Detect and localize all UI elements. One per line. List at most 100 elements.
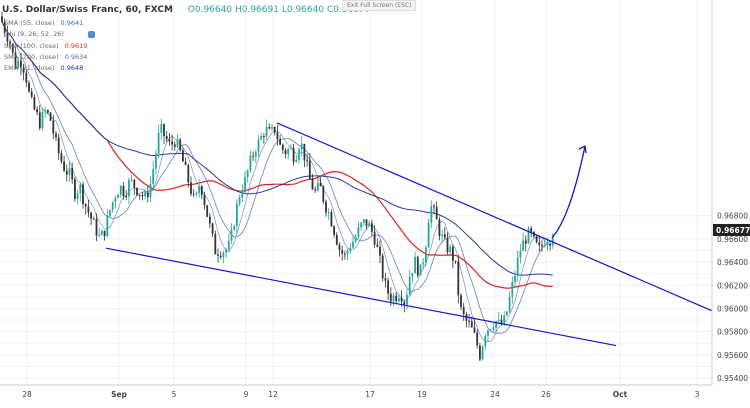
x-tick-label: 17 xyxy=(365,390,375,399)
candle-body xyxy=(549,243,551,246)
candle-body xyxy=(395,295,398,302)
y-axis[interactable]: 0.96800 0.96600 0.96400 0.96200 0.96000 0.958… xyxy=(717,212,748,383)
candle-body xyxy=(346,250,349,254)
candle-body xyxy=(462,307,465,315)
candle-body xyxy=(506,311,508,316)
x-axis[interactable]: 28 Sep 5 9 12 17 19 24 26 Oct 3 xyxy=(22,390,699,399)
ema-line xyxy=(1,21,553,343)
candle-body xyxy=(425,247,427,263)
candle-body xyxy=(460,295,462,308)
candle-body xyxy=(527,228,530,244)
candle-body xyxy=(381,255,384,279)
candle-body xyxy=(435,207,438,220)
projection-arrow xyxy=(551,145,586,239)
x-tick-label: 24 xyxy=(490,390,500,399)
price-badge-label: 0.96677 xyxy=(716,226,750,235)
candle-body xyxy=(138,194,141,196)
candle-body xyxy=(1,16,3,22)
last-price-badge: 0.96677 xyxy=(713,223,750,236)
candle-body xyxy=(233,226,236,230)
candle-body xyxy=(538,242,541,245)
candle-body xyxy=(373,231,376,245)
candle-body xyxy=(117,194,119,198)
candle-body xyxy=(522,240,524,251)
candle-body xyxy=(406,294,408,305)
candle-body xyxy=(511,282,514,297)
trendline-upper xyxy=(276,122,713,312)
candle-body xyxy=(281,144,284,150)
indicator-name: EMA (21, close) xyxy=(4,64,55,72)
candle-body xyxy=(524,240,527,244)
candle-body xyxy=(25,72,28,83)
candlesticks xyxy=(1,11,554,362)
candle-body xyxy=(119,185,122,195)
indicator-ema21[interactable]: EMA (21, close) 0.9648 xyxy=(4,64,83,72)
candle-body xyxy=(103,230,106,237)
candle-body xyxy=(30,91,33,97)
candle-body xyxy=(98,234,101,236)
x-tick-label: 26 xyxy=(541,390,551,399)
candle-body xyxy=(438,219,441,237)
candle-body xyxy=(541,244,543,247)
candle-body xyxy=(330,212,333,227)
candle-body xyxy=(95,218,98,236)
settings-icon[interactable] xyxy=(88,31,95,38)
candle-body xyxy=(457,261,460,296)
indicator-name: SMA (200, close) xyxy=(4,53,59,61)
x-tick-label: 28 xyxy=(22,390,32,399)
candle-body xyxy=(333,226,335,235)
candle-body xyxy=(90,212,92,219)
candle-body xyxy=(290,147,292,149)
candle-body xyxy=(190,182,192,194)
candle-body xyxy=(71,168,74,180)
candle-body xyxy=(411,273,414,277)
indicator-ichimoku[interactable]: Ichi (9, 26, 52, 26) xyxy=(4,30,64,38)
candle-body xyxy=(422,262,425,265)
candle-body xyxy=(173,144,176,147)
sma55-line xyxy=(1,21,553,334)
trendlines xyxy=(105,122,713,347)
x-tick-label: 5 xyxy=(172,390,177,399)
candle-body xyxy=(433,206,435,208)
candle-body xyxy=(6,32,9,42)
exit-fullscreen-button[interactable]: Exit Full Screen (ESC) xyxy=(342,0,417,11)
candle-body xyxy=(82,184,84,204)
candle-body xyxy=(398,298,400,302)
candle-body xyxy=(92,218,95,220)
candle-body xyxy=(362,219,365,223)
candle-body xyxy=(182,150,184,162)
candle-body xyxy=(376,244,379,247)
candle-body xyxy=(311,179,314,190)
candle-body xyxy=(38,112,41,129)
indicator-sma200[interactable]: SMA (200, close) 0.9634 xyxy=(4,53,87,61)
candle-body xyxy=(63,161,65,171)
candle-body xyxy=(503,315,506,325)
candle-body xyxy=(314,189,317,191)
candle-body xyxy=(106,215,109,237)
candle-body xyxy=(57,137,60,154)
candle-body xyxy=(125,196,128,198)
indicator-sma100[interactable]: SMA (100, close) 0.9619 xyxy=(4,42,87,50)
candle-body xyxy=(79,184,82,194)
candle-body xyxy=(133,179,136,188)
candle-body xyxy=(263,136,265,138)
candle-body xyxy=(217,254,219,256)
indicator-sma55[interactable]: SMA (55, close) 0.9641 xyxy=(4,19,83,27)
candle-body xyxy=(476,332,479,346)
candle-body xyxy=(152,168,155,184)
candle-body xyxy=(155,153,157,169)
candle-body xyxy=(344,253,346,255)
grid-lines xyxy=(0,0,712,385)
candle-body xyxy=(384,278,387,281)
candle-body xyxy=(371,223,373,232)
candle-body xyxy=(441,234,443,237)
candle-body xyxy=(252,155,254,157)
candle-body xyxy=(165,136,168,140)
candle-body xyxy=(257,139,260,153)
candle-body xyxy=(230,229,233,241)
candle-body xyxy=(492,327,495,330)
candle-body xyxy=(271,126,273,129)
sma200-line xyxy=(1,21,553,276)
candle-body xyxy=(473,327,476,333)
